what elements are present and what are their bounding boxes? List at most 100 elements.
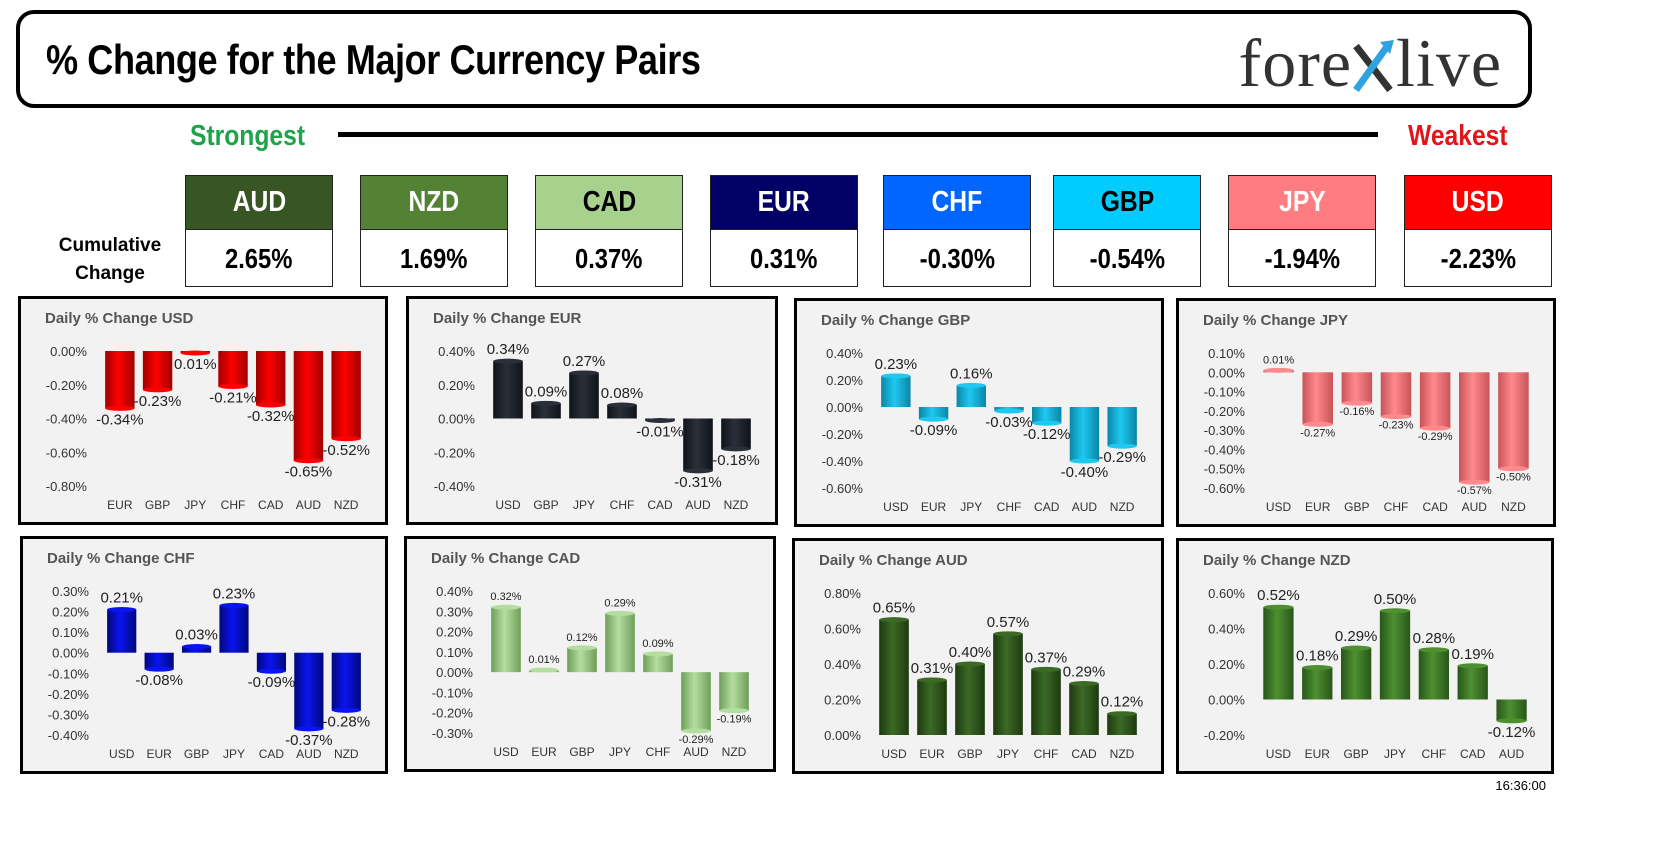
- chart-title: Daily % Change GBP: [821, 312, 970, 329]
- currency-name: GBP: [1054, 176, 1200, 230]
- bar-jpy: [569, 372, 599, 419]
- data-label: -0.29%: [679, 734, 714, 746]
- bar-cap: [294, 726, 324, 732]
- y-tick-label: -0.40%: [48, 728, 90, 743]
- x-tick-label: JPY: [1384, 747, 1406, 761]
- bar-cap: [1457, 663, 1488, 669]
- data-label: -0.19%: [717, 714, 752, 726]
- bar-nzd: [719, 672, 749, 711]
- bar-cap: [1418, 647, 1450, 653]
- x-tick-label: JPY: [184, 498, 206, 512]
- data-label: 0.40%: [949, 644, 992, 661]
- timestamp: 16:36:00: [1495, 778, 1546, 793]
- bar-cad: [1032, 407, 1062, 424]
- chart-title: Daily % Change EUR: [433, 310, 582, 327]
- bar-cap: [219, 602, 249, 608]
- bar-cap: [1459, 479, 1490, 485]
- currency-change-text: -0.30%: [919, 243, 995, 274]
- data-label: 0.37%: [1025, 649, 1068, 666]
- y-tick-label: 0.20%: [52, 605, 89, 620]
- x-tick-label: JPY: [609, 745, 631, 759]
- x-tick-label: AUD: [1072, 500, 1098, 514]
- data-label: 0.01%: [1263, 354, 1294, 366]
- currency-name-text: JPY: [1278, 186, 1326, 218]
- bar-aud: [683, 418, 713, 471]
- bar-chf: [1380, 372, 1412, 417]
- x-tick-label: CAD: [258, 498, 284, 512]
- bar-gbp: [1340, 648, 1372, 700]
- x-tick-label: JPY: [997, 747, 1019, 761]
- y-tick-label: 0.20%: [438, 378, 475, 393]
- data-label: -0.01%: [636, 424, 684, 441]
- bar-cap: [917, 677, 947, 683]
- x-tick-label: AUD: [296, 747, 322, 761]
- data-label: 0.12%: [1101, 694, 1144, 711]
- x-tick-label: CAD: [1460, 747, 1486, 761]
- chart-chf: Daily % Change CHF 0.30% 0.20% 0.10% 0.00% -0…: [47, 550, 371, 761]
- bar-cad: [256, 652, 287, 672]
- x-tick-label: USD: [1266, 500, 1292, 514]
- data-label: 0.09%: [525, 383, 568, 400]
- bar-cap: [491, 604, 521, 610]
- currency-name: CAD: [536, 176, 682, 230]
- y-tick-label: 0.10%: [52, 625, 89, 640]
- bar-chf: [607, 405, 637, 419]
- currency-box-cad: CAD 0.37%: [535, 175, 683, 287]
- currency-name: EUR: [711, 176, 857, 230]
- bar-cap: [1069, 458, 1100, 464]
- data-label: -0.28%: [323, 713, 371, 730]
- bar-gbp: [142, 351, 173, 390]
- currency-name: CHF: [884, 176, 1030, 230]
- data-label: 0.12%: [566, 632, 597, 644]
- bar-nzd: [721, 418, 751, 449]
- y-tick-label: -0.80%: [46, 479, 88, 494]
- x-tick-label: GBP: [145, 498, 170, 512]
- bar-cap: [331, 707, 361, 713]
- bar-gbp: [1341, 372, 1373, 404]
- bar-aud: [1496, 699, 1527, 721]
- bar-jpy: [956, 385, 986, 407]
- bar-cap: [1069, 681, 1099, 687]
- bar-cap: [955, 661, 985, 667]
- data-label: -0.03%: [985, 414, 1033, 431]
- currency-name-text: GBP: [1100, 186, 1154, 218]
- x-tick-label: GBP: [533, 498, 558, 512]
- data-label: 0.65%: [873, 600, 916, 617]
- bar-cap: [1263, 604, 1294, 610]
- y-tick-label: -0.10%: [1204, 385, 1246, 400]
- currency-name-text: NZD: [408, 186, 460, 218]
- currency-box-nzd: NZD 1.69%: [360, 175, 508, 287]
- data-label: 0.23%: [875, 356, 918, 373]
- y-tick-label: 0.60%: [824, 622, 861, 637]
- y-tick-label: 0.10%: [1208, 346, 1245, 361]
- bar-cap: [142, 387, 173, 393]
- y-tick-label: -0.30%: [1204, 423, 1246, 438]
- y-tick-label: -0.60%: [1204, 481, 1246, 496]
- bar-nzd: [1107, 407, 1137, 447]
- y-tick-label: -0.40%: [1204, 442, 1246, 457]
- bar-nzd: [1107, 713, 1137, 735]
- currency-cumulative-change: -1.94%: [1229, 230, 1375, 286]
- bar-cap: [993, 631, 1023, 637]
- bar-jpy: [605, 613, 635, 673]
- bar-gbp: [531, 403, 561, 419]
- bar-eur: [144, 652, 174, 670]
- x-tick-label: CHF: [610, 498, 635, 512]
- x-tick-label: EUR: [107, 498, 133, 512]
- y-tick-label: -0.20%: [434, 445, 476, 460]
- currency-name: AUD: [186, 176, 332, 230]
- cumulative-label-line-2: Change: [75, 263, 145, 284]
- bar-chf: [1031, 669, 1061, 735]
- chart-panel-usd: Daily % Change USD 0.00% -0.20% -0.40% -0.60…: [18, 296, 388, 525]
- data-label: -0.18%: [712, 452, 760, 469]
- bar-gbp: [955, 664, 985, 735]
- currency-name: NZD: [361, 176, 507, 230]
- x-tick-label: JPY: [573, 498, 595, 512]
- ranking-line: [338, 132, 1378, 137]
- x-tick-label: EUR: [1305, 500, 1331, 514]
- bar-cap: [1032, 420, 1062, 426]
- bar-cap: [531, 400, 561, 406]
- currency-name-text: USD: [1451, 186, 1505, 218]
- bar-chf: [1418, 649, 1450, 700]
- bar-aud: [294, 652, 324, 729]
